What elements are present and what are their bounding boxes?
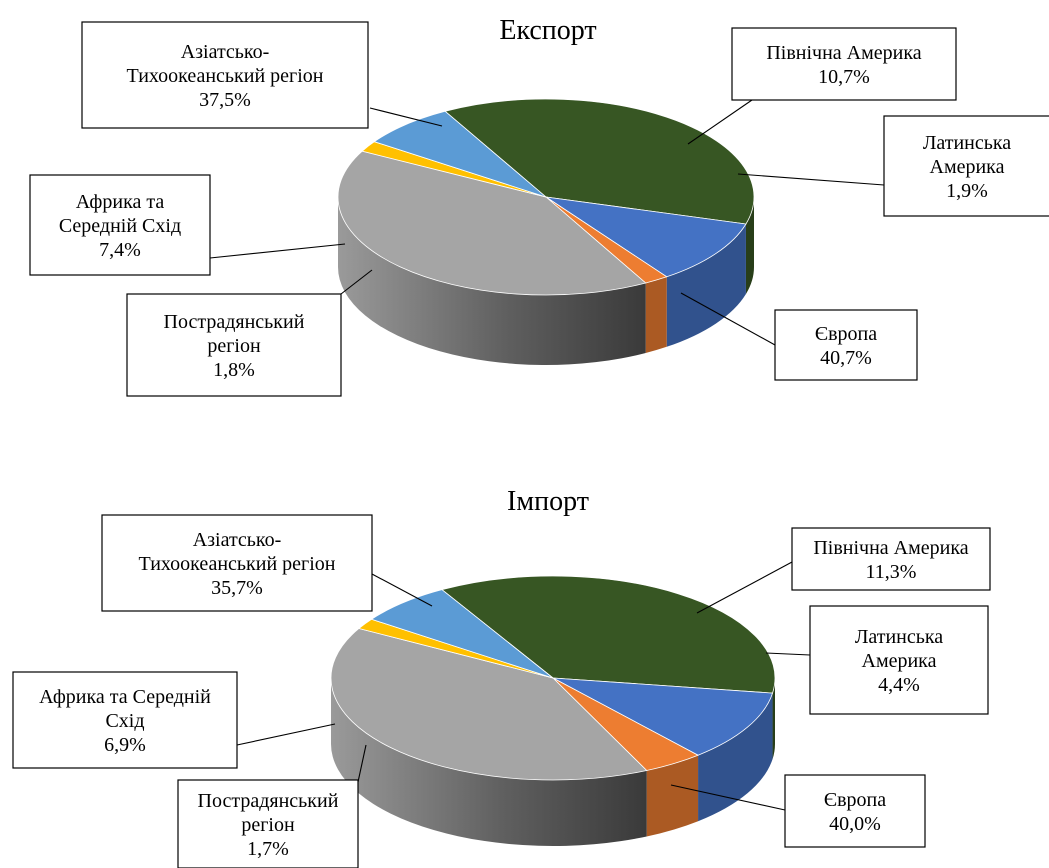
label-category: Азіатсько- <box>193 529 282 551</box>
label-percent: 10,7% <box>818 66 870 88</box>
label-category: регіон <box>207 335 261 357</box>
pie-slice-європа <box>337 150 647 296</box>
slice-side-європа <box>338 197 646 365</box>
slice-side-північна-америка <box>666 224 746 347</box>
label-category: Схід <box>105 710 144 732</box>
chart-title: Імпорт <box>507 486 589 517</box>
leader-line <box>357 744 367 783</box>
leader-line <box>209 243 346 259</box>
label-box <box>126 293 342 397</box>
pie-slice-північна-америка <box>545 196 747 278</box>
label-box <box>101 514 373 612</box>
pie-top-faces <box>337 98 755 296</box>
label-category: Америка <box>862 650 937 672</box>
label-box <box>784 774 926 848</box>
label-box <box>883 115 1049 217</box>
label-percent: 1,7% <box>247 838 289 860</box>
label-percent: 40,7% <box>820 347 872 369</box>
label-percent: 1,9% <box>946 180 988 202</box>
leader-line <box>737 173 885 186</box>
label-percent: 11,3% <box>866 561 917 583</box>
leader-line <box>340 269 373 295</box>
label-box <box>12 671 238 769</box>
label-box <box>81 21 369 129</box>
leader-line <box>765 652 811 656</box>
leader-line <box>369 107 443 127</box>
pie-slice-азіатсько-тихоокеанський-регіон <box>441 575 776 694</box>
label-box <box>774 309 918 381</box>
pie-slice-азіатсько-тихоокеанський-регіон <box>444 98 755 225</box>
slice-side-латинська-америка <box>645 276 667 354</box>
leader-line <box>687 99 753 145</box>
pie-top-faces <box>330 575 776 781</box>
label-category: Азіатсько- <box>181 41 270 63</box>
label-percent: 35,7% <box>211 577 263 599</box>
slice-side-європа <box>330 678 647 847</box>
label-category: Європа <box>815 323 877 345</box>
label-category: Середній Схід <box>59 215 181 237</box>
slice-side-азіатсько-тихоокеанський-регіон <box>772 678 775 760</box>
slice-side-північна-америка <box>698 693 773 822</box>
pie-slice-європа <box>330 628 648 781</box>
label-category: Пострадянський <box>164 311 305 333</box>
chart-title: Експорт <box>499 15 596 46</box>
label-category: Європа <box>824 789 886 811</box>
pie-side-walls <box>330 678 775 847</box>
label-percent: 37,5% <box>199 89 251 111</box>
label-category: Тихоокеанський регіон <box>138 553 335 575</box>
label-percent: 40,0% <box>829 813 881 835</box>
slice-side-латинська-америка <box>646 755 699 837</box>
pie-slice-африка-та-середній-схід <box>373 110 547 198</box>
label-category: Латинська <box>855 626 943 648</box>
label-percent: 6,9% <box>104 734 146 756</box>
label-category: Північна Америка <box>813 537 968 559</box>
leader-line <box>696 561 793 614</box>
label-box <box>29 174 211 276</box>
label-box <box>731 27 957 101</box>
label-box <box>791 527 991 591</box>
pie-slice-африка-та-середній-схід <box>370 589 554 679</box>
leader-line <box>371 573 433 607</box>
leader-line <box>236 723 336 746</box>
label-category: регіон <box>241 814 295 836</box>
label-category: Північна Америка <box>766 42 921 64</box>
label-category: Америка <box>930 156 1005 178</box>
leader-line <box>670 784 786 811</box>
label-percent: 4,4% <box>878 674 920 696</box>
label-box <box>809 605 989 715</box>
export-pie-chart: Експорт Азіатсько-Тихоокеанський регіон37… <box>29 15 1049 397</box>
label-percent: 7,4% <box>99 239 141 261</box>
label-category: Африка та Середній <box>39 686 211 708</box>
label-category: Африка та <box>76 191 165 213</box>
leader-line <box>680 292 776 346</box>
label-category: Латинська <box>923 132 1011 154</box>
label-category: Пострадянський <box>198 790 339 812</box>
label-box <box>177 779 359 868</box>
pie-slice-північна-америка <box>552 677 774 756</box>
label-percent: 1,8% <box>213 359 255 381</box>
label-category: Тихоокеанський регіон <box>126 65 323 87</box>
pie-side-walls <box>338 197 754 365</box>
import-pie-chart: Імпорт Азіатсько-Тихоокеанський регіон35,… <box>12 486 991 868</box>
